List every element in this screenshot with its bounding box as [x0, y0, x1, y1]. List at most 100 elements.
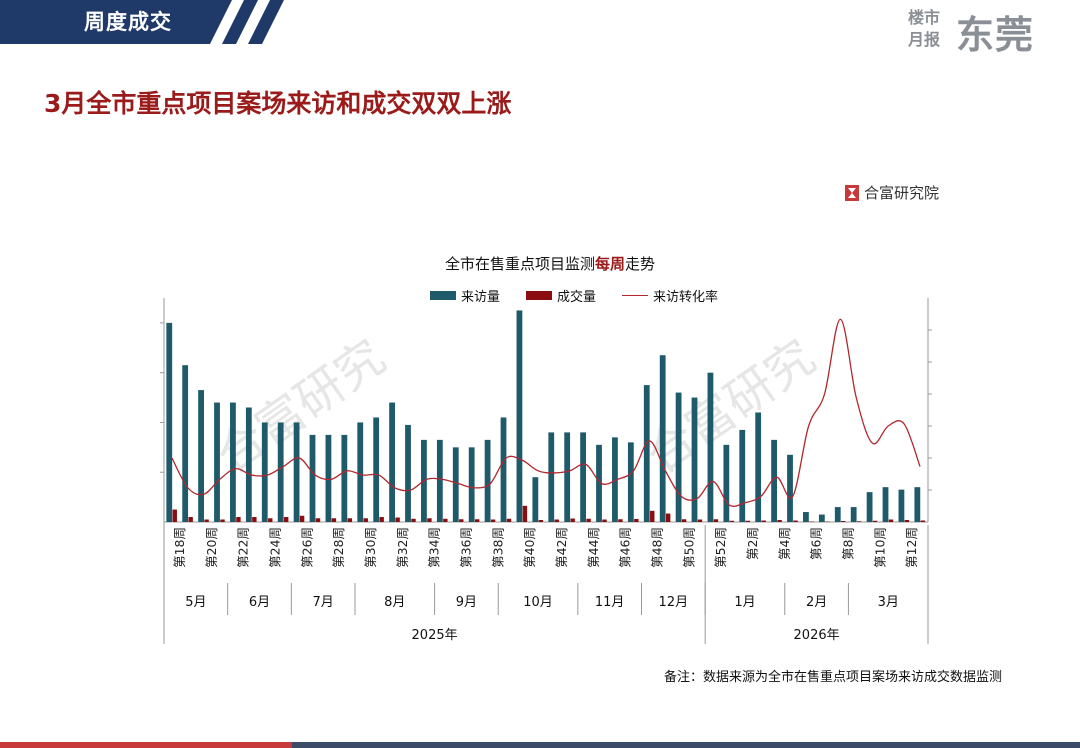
deals-bar	[825, 521, 830, 523]
deals-bar	[888, 519, 894, 522]
week-tick-label: 第28周	[331, 527, 346, 568]
week-tick-label: 第36周	[458, 527, 473, 568]
week-tick-label: 第40周	[522, 527, 537, 568]
week-tick-label: 第22周	[236, 527, 251, 568]
visits-bar	[627, 442, 634, 522]
week-tick-label: 第48周	[649, 527, 664, 568]
chart-title-prefix: 全市在售重点项目监测	[444, 255, 595, 273]
deals-bar	[729, 520, 735, 522]
visits-bar	[325, 434, 332, 522]
week-tick-label: 第32周	[395, 527, 410, 568]
visits-bar	[182, 365, 189, 522]
conversion-rate-line	[171, 318, 921, 507]
chart-title: 全市在售重点项目监测每周走势	[0, 253, 1080, 274]
month-label: 2月	[806, 595, 827, 610]
visits-bar	[707, 372, 714, 522]
visits-bar	[245, 407, 252, 522]
deals-bar	[236, 517, 241, 522]
month-label: 10月	[523, 595, 553, 610]
visits-bar	[866, 492, 873, 522]
visits-bar	[691, 397, 698, 522]
visits-bar	[643, 385, 650, 522]
footnote: 备注：数据来源为全市在售重点项目案场来访成交数据监测	[663, 670, 1002, 685]
legend-visits: 来访量	[430, 286, 500, 305]
legend-deals-label: 成交量	[557, 290, 597, 305]
visits-bar	[914, 487, 921, 522]
deals-bar	[379, 517, 384, 522]
deals-bar	[427, 518, 432, 522]
deals-bar	[188, 517, 193, 522]
visits-bar	[277, 422, 284, 522]
legend-deals: 成交量	[526, 286, 596, 305]
week-tick-label: 第8周	[840, 527, 855, 560]
deals-bar	[697, 519, 703, 522]
week-tick-label: 第50周	[681, 527, 696, 568]
year-label: 2025年	[412, 628, 458, 643]
deals-bar	[586, 518, 591, 522]
deals-bar	[172, 509, 177, 522]
visits-bar	[882, 487, 889, 522]
visits-bar	[612, 437, 618, 522]
visits-bar	[500, 417, 507, 522]
visits-bar	[755, 412, 762, 522]
visits-bar	[564, 432, 571, 522]
month-label: 9月	[456, 595, 477, 610]
week-tick-label: 第42周	[554, 527, 569, 568]
deals-bar	[570, 518, 575, 522]
visits-bar	[771, 439, 777, 522]
deals-bar	[920, 520, 926, 522]
deals-bar	[490, 519, 496, 522]
chart-title-suffix: 走势	[625, 255, 656, 273]
deals-bar	[522, 505, 528, 522]
deals-bar	[856, 521, 862, 522]
deals-bar	[681, 519, 687, 522]
legend-visits-swatch	[430, 291, 456, 300]
visits-bar	[484, 439, 491, 522]
visits-bar	[818, 514, 825, 522]
week-tick-label: 第6周	[809, 527, 824, 560]
visits-bar	[261, 422, 268, 522]
deals-bar	[474, 519, 480, 522]
month-label: 1月	[734, 595, 755, 610]
week-tick-label: 第18周	[172, 527, 187, 568]
brand-small-1: 楼市	[908, 8, 941, 27]
brand-logo: 楼市 月报 东莞	[908, 6, 1058, 57]
visits-bar	[230, 402, 236, 522]
visits-bar	[834, 507, 841, 522]
deals-bar	[299, 515, 305, 522]
deals-bar	[331, 518, 337, 522]
visits-bar	[516, 310, 523, 522]
week-tick-label: 第26周	[299, 527, 314, 568]
deals-bar	[841, 521, 846, 522]
section-banner	[0, 0, 284, 44]
month-label: 6月	[249, 595, 270, 610]
brand-small-2: 月报	[908, 30, 941, 49]
visits-bar	[309, 434, 316, 522]
week-tick-label: 第38周	[490, 527, 505, 568]
week-tick-label: 第20周	[204, 527, 219, 568]
month-label: 11月	[595, 595, 625, 610]
visits-bar	[405, 424, 411, 522]
week-tick-label: 第12周	[904, 527, 919, 568]
week-tick-label: 第34周	[427, 527, 442, 568]
deals-bar	[872, 520, 878, 522]
deals-bar	[761, 520, 766, 522]
deals-bar	[459, 519, 464, 522]
deals-bar	[268, 518, 273, 522]
chart-bars	[166, 310, 926, 523]
deals-bar	[634, 519, 639, 522]
week-tick-label: 第2周	[745, 527, 760, 560]
deals-bar	[904, 520, 910, 522]
month-label: 8月	[384, 595, 405, 610]
deals-bar	[602, 519, 607, 522]
week-tick-label: 第52周	[713, 527, 728, 568]
visits-bar	[436, 439, 443, 522]
week-tick-label: 第4周	[777, 527, 792, 560]
visits-bar	[803, 512, 809, 522]
deals-bar	[777, 520, 782, 522]
deals-bar	[315, 518, 321, 522]
institute-label: 合富研究院	[845, 182, 939, 203]
visits-bar	[214, 402, 220, 522]
visits-bar	[452, 447, 459, 522]
